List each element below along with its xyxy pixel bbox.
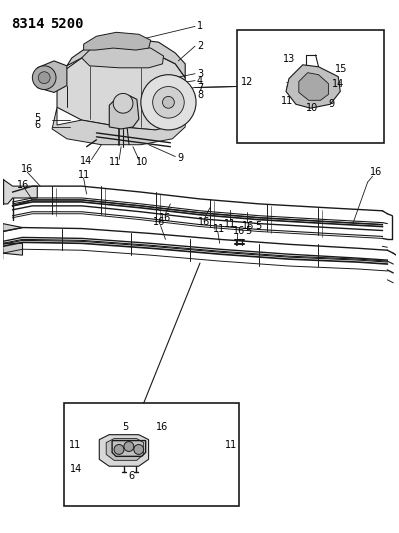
Text: 16: 16: [369, 167, 382, 177]
Circle shape: [134, 445, 144, 455]
Text: 16: 16: [243, 221, 255, 231]
Text: 11: 11: [224, 219, 236, 229]
Text: 11: 11: [281, 96, 293, 106]
Text: 5: 5: [122, 422, 128, 432]
Text: 2: 2: [197, 41, 203, 51]
Text: 5: 5: [255, 221, 261, 231]
Text: 7: 7: [197, 83, 203, 93]
Text: 14: 14: [80, 157, 92, 166]
Circle shape: [113, 93, 133, 113]
Polygon shape: [99, 435, 148, 466]
Text: 5200: 5200: [50, 17, 84, 30]
Circle shape: [38, 72, 50, 84]
Text: 16: 16: [158, 213, 171, 223]
Text: 10: 10: [306, 103, 318, 113]
Text: 15: 15: [335, 64, 348, 74]
Text: 10: 10: [136, 157, 148, 167]
Polygon shape: [37, 61, 67, 92]
Text: 11: 11: [109, 157, 122, 167]
Text: 11: 11: [78, 170, 90, 180]
Polygon shape: [3, 179, 37, 204]
Polygon shape: [109, 95, 139, 129]
Polygon shape: [57, 51, 185, 130]
Circle shape: [153, 86, 184, 118]
Text: 16: 16: [20, 164, 33, 174]
Circle shape: [141, 75, 196, 130]
Text: 11: 11: [213, 223, 225, 233]
Polygon shape: [3, 224, 22, 255]
Bar: [237, 30, 384, 143]
Circle shape: [124, 441, 134, 451]
Text: 9: 9: [328, 99, 334, 109]
Polygon shape: [82, 44, 164, 68]
Text: 8314: 8314: [11, 17, 44, 30]
Text: 5: 5: [34, 113, 41, 123]
Polygon shape: [67, 38, 185, 78]
Polygon shape: [84, 33, 151, 50]
Polygon shape: [286, 65, 340, 108]
Text: 4: 4: [197, 76, 203, 86]
Text: 12: 12: [241, 77, 253, 86]
Text: 14: 14: [332, 78, 345, 88]
Polygon shape: [299, 72, 328, 100]
Text: 5: 5: [245, 225, 252, 236]
Text: 6: 6: [129, 471, 135, 481]
Polygon shape: [0, 231, 3, 244]
Circle shape: [162, 96, 174, 108]
Text: 16: 16: [156, 422, 168, 432]
Circle shape: [114, 445, 124, 455]
Text: 3: 3: [197, 69, 203, 79]
Text: 16: 16: [198, 216, 210, 227]
Text: 11: 11: [69, 440, 81, 449]
Text: 14: 14: [70, 464, 82, 474]
Polygon shape: [106, 439, 144, 461]
Text: 9: 9: [177, 152, 184, 163]
Text: 8: 8: [197, 91, 203, 100]
Text: 16: 16: [233, 225, 245, 236]
Text: 1: 1: [197, 21, 203, 31]
Bar: [64, 403, 239, 506]
Polygon shape: [52, 107, 185, 145]
Text: 13: 13: [283, 54, 295, 64]
Text: 16: 16: [17, 180, 29, 190]
Circle shape: [32, 66, 56, 90]
Text: 11: 11: [225, 440, 237, 449]
Polygon shape: [0, 249, 3, 261]
Text: 6: 6: [34, 120, 40, 130]
Text: 16: 16: [153, 216, 165, 227]
